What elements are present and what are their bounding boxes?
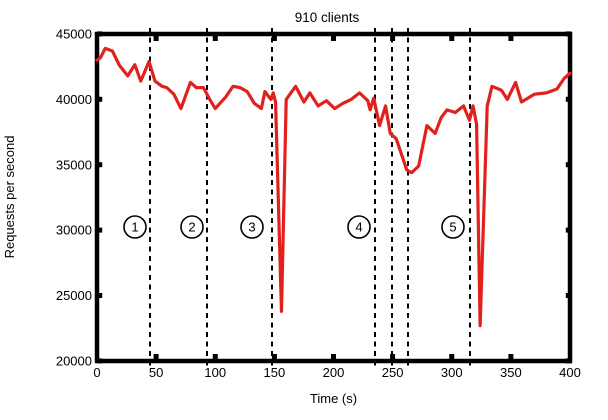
svg-text:Time (s): Time (s)	[310, 391, 357, 406]
svg-text:910 clients: 910 clients	[295, 10, 360, 25]
svg-text:100: 100	[204, 365, 226, 380]
svg-text:4: 4	[355, 220, 362, 235]
svg-text:5: 5	[449, 220, 456, 235]
svg-text:400: 400	[559, 365, 581, 380]
svg-text:300: 300	[441, 365, 463, 380]
svg-text:Requests per second: Requests per second	[2, 136, 17, 259]
svg-text:50: 50	[149, 365, 163, 380]
svg-text:35000: 35000	[56, 157, 92, 172]
svg-text:25000: 25000	[56, 288, 92, 303]
svg-text:350: 350	[500, 365, 522, 380]
svg-text:0: 0	[93, 365, 100, 380]
svg-text:150: 150	[264, 365, 286, 380]
svg-text:200: 200	[323, 365, 345, 380]
svg-text:250: 250	[382, 365, 404, 380]
svg-text:45000: 45000	[56, 27, 92, 42]
svg-text:1: 1	[131, 220, 138, 235]
svg-text:40000: 40000	[56, 92, 92, 107]
svg-text:2: 2	[188, 220, 195, 235]
svg-text:30000: 30000	[56, 223, 92, 238]
svg-text:20000: 20000	[56, 354, 92, 369]
svg-text:3: 3	[248, 220, 255, 235]
